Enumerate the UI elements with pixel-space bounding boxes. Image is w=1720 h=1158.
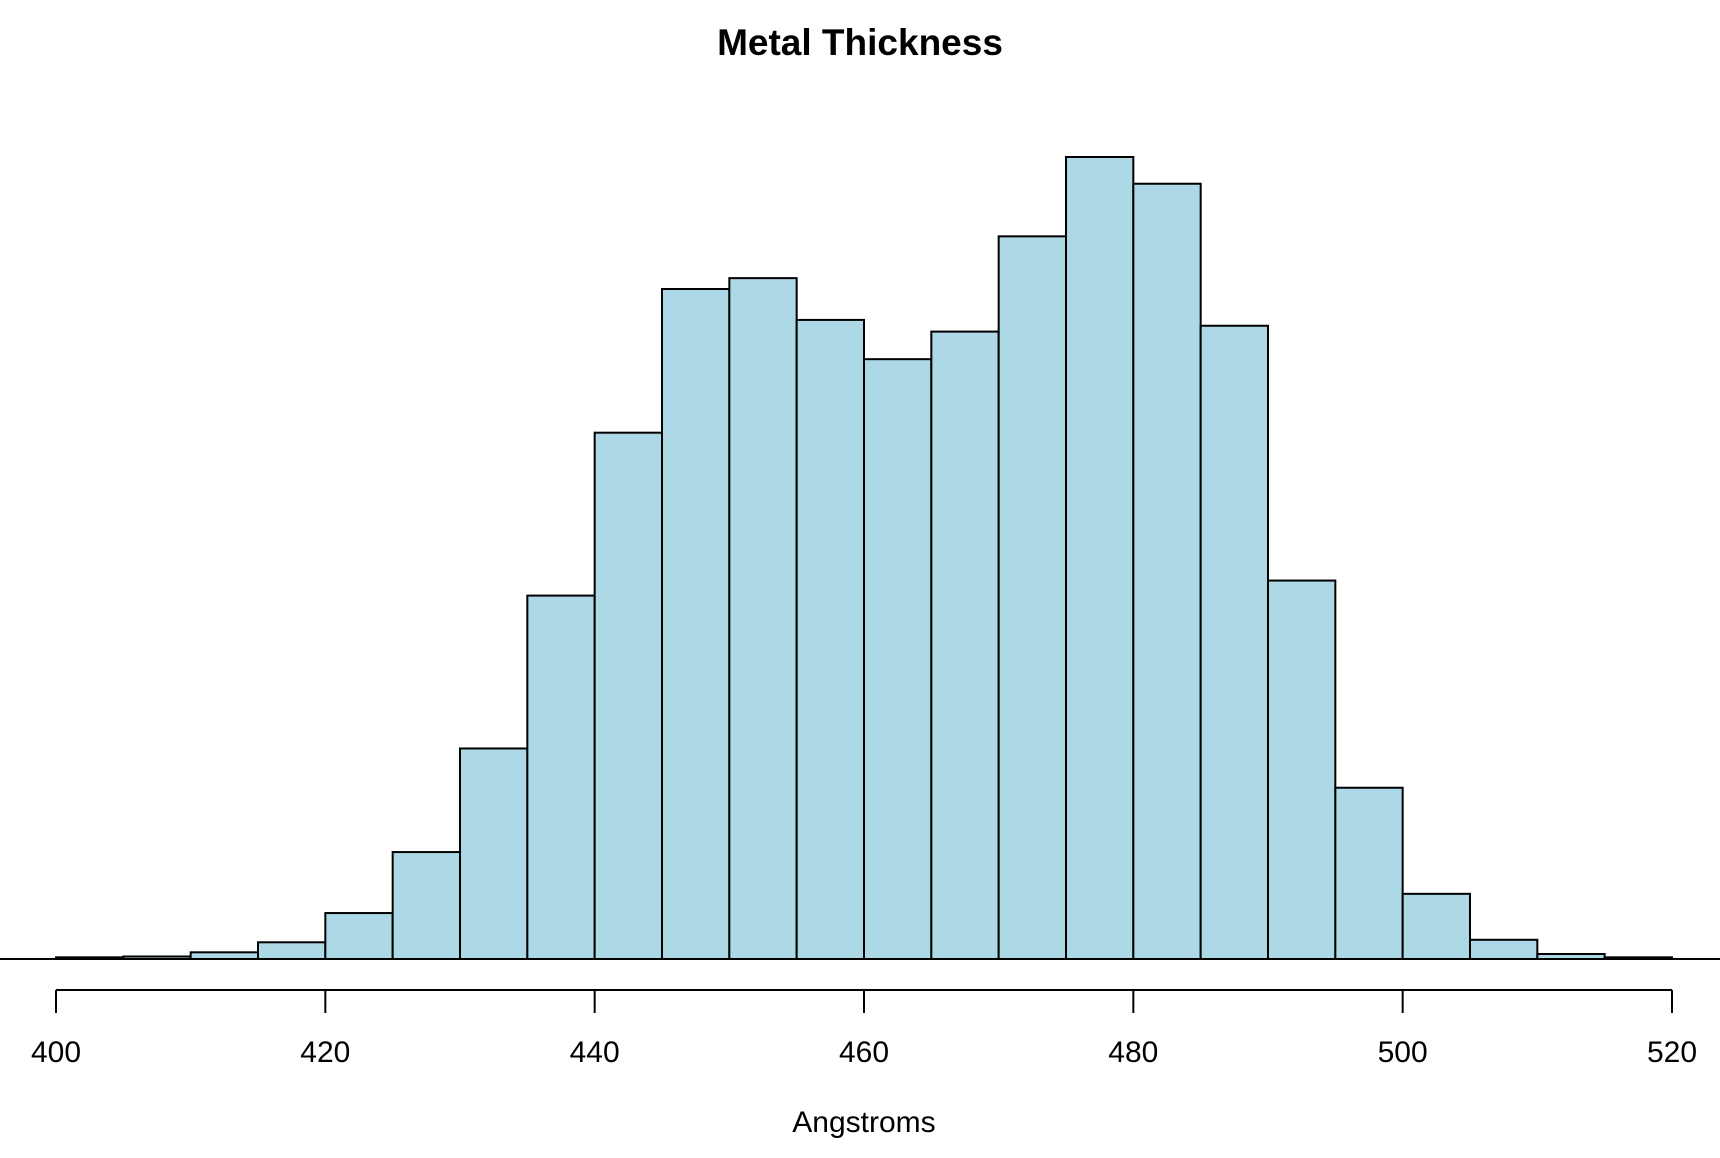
histogram-bar — [997, 235, 1068, 961]
histogram-bar — [795, 318, 866, 960]
histogram-bar — [1401, 892, 1471, 961]
histogram-bar — [1065, 156, 1135, 960]
x-tick-label: 500 — [1378, 1036, 1428, 1069]
x-tick-label: 440 — [570, 1036, 620, 1069]
x-axis-label: Angstroms — [792, 1106, 936, 1139]
x-tick-label: 520 — [1647, 1036, 1697, 1069]
bars-group — [55, 156, 1673, 961]
x-axis: 400 420 440 460 480 500 520 — [31, 989, 1697, 1069]
histogram-bar — [391, 851, 461, 960]
histogram-bar — [526, 594, 596, 960]
x-tick-label: 420 — [300, 1036, 350, 1069]
histogram-bar — [189, 951, 260, 960]
histogram-bar — [593, 431, 664, 960]
histogram-bar — [1132, 182, 1202, 960]
histogram-bar — [459, 747, 529, 960]
histogram-bar — [863, 358, 933, 960]
x-tick-label: 460 — [839, 1036, 889, 1069]
x-tick-label: 480 — [1108, 1036, 1158, 1069]
histogram-bar — [930, 330, 1000, 960]
histogram-bar — [324, 912, 394, 960]
histogram-bar — [728, 277, 798, 960]
x-tick-label: 400 — [31, 1036, 81, 1069]
chart-title: Metal Thickness — [717, 22, 1003, 63]
histogram-bar — [1334, 786, 1404, 960]
histogram-bar — [257, 941, 327, 961]
histogram-bar — [661, 287, 731, 960]
histogram-bar — [1199, 324, 1269, 961]
histogram-bar — [1469, 938, 1539, 960]
histogram-bar — [1267, 579, 1337, 961]
